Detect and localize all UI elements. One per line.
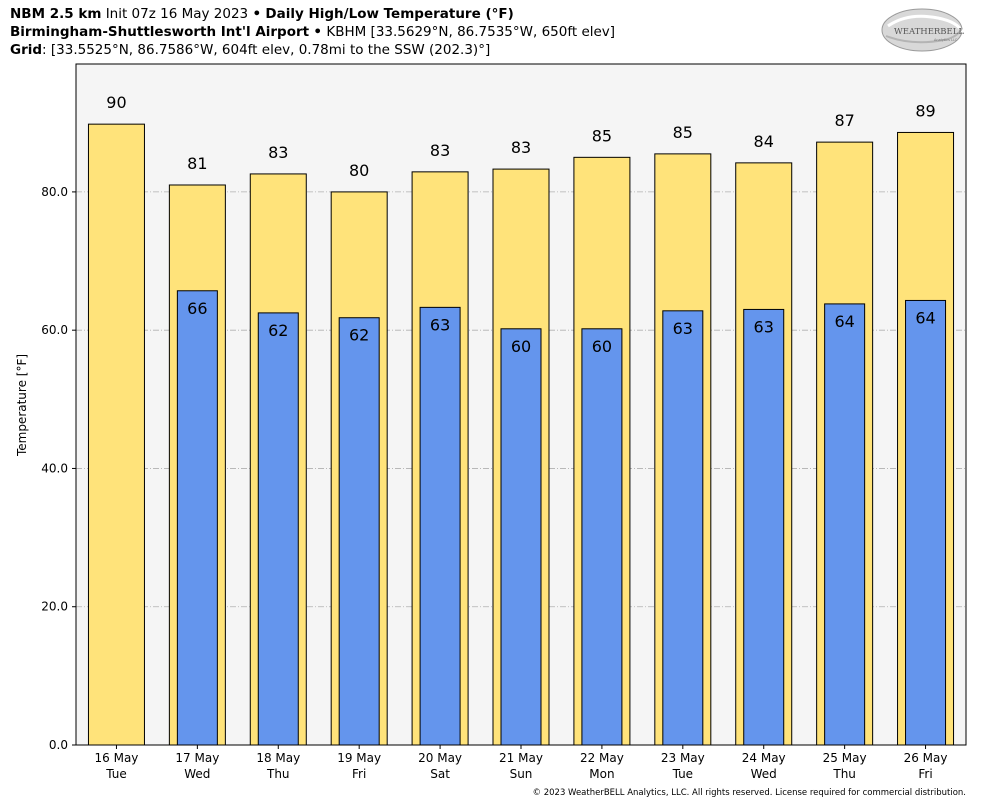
grid-label: Grid [10,42,43,58]
x-tick-day: Fri [352,767,366,781]
x-tick-day: Fri [918,767,932,781]
y-tick-label: 80.0 [41,185,68,199]
y-tick-label: 0.0 [49,738,68,752]
station-details: KBHM [33.5629°N, 86.7535°W, 650ft elev] [326,24,616,40]
x-tick-date: 16 May [95,751,139,765]
x-tick-day: Tue [672,767,694,781]
high-value-label: 89 [915,101,935,120]
model-name: NBM 2.5 km [10,6,102,22]
high-value-label: 85 [592,126,612,145]
low-value-label: 63 [754,317,774,336]
y-tick-label: 20.0 [41,600,68,614]
y-tick-label: 60.0 [41,323,68,337]
x-tick-date: 25 May [823,751,867,765]
x-tick-date: 22 May [580,751,624,765]
high-value-label: 84 [754,132,774,151]
x-tick-date: 26 May [904,751,948,765]
low-bar [338,317,380,746]
x-axis: 16 May Tue 17 May Wed 18 May Thu 19 May Fri 20 M… [95,745,948,781]
low-bar [176,290,218,746]
low-value-label: 63 [430,315,450,334]
title-line-3: Grid: [33.5525°N, 86.7586°W, 604ft elev,… [10,41,490,59]
x-tick-day: Mon [589,767,614,781]
weatherbell-logo: WEATHERBELL Analytics LLC [881,8,964,52]
x-tick-day: Thu [266,767,290,781]
low-bar [257,312,299,746]
low-value-label: 66 [187,299,207,318]
high-value-label: 87 [834,111,854,130]
x-tick-day: Thu [832,767,856,781]
low-value-label: 63 [673,319,693,338]
init-time: Init 07z 16 May 2023 [105,6,249,22]
low-bar [662,310,704,746]
x-tick-date: 17 May [175,751,219,765]
x-tick-day: Tue [105,767,127,781]
y-axis: 0.0 20.0 40.0 60.0 80.0 [41,185,76,752]
grid-details: : [33.5525°N, 86.7586°W, 604ft elev, 0.7… [42,42,491,58]
low-value-label: 60 [592,337,612,356]
high-value-label: 90 [106,93,126,112]
low-bar [419,306,461,746]
low-bar [500,328,542,746]
low-bars [176,290,947,746]
low-value-label: 62 [349,326,369,345]
x-tick-date: 20 May [418,751,462,765]
station-name: Birmingham-Shuttlesworth Int'l Airport [10,24,310,40]
title-separator: • [252,6,262,22]
high-value-label: 85 [673,123,693,142]
copyright-footer: © 2023 WeatherBELL Analytics, LLC. All r… [532,788,966,798]
x-tick-day: Wed [751,767,777,781]
low-value-label: 64 [915,308,935,327]
data-labels: 90 81 66 83 62 80 62 83 63 83 60 85 60 85 63 84 63 87 64 89… [106,93,935,356]
low-value-label: 62 [268,321,288,340]
title-line-2: Birmingham-Shuttlesworth Int'l Airport •… [10,23,615,41]
x-tick-day: Wed [184,767,210,781]
low-bar [905,299,947,746]
low-value-label: 60 [511,337,531,356]
y-axis-label: Temperature [°F] [15,354,29,457]
x-tick-date: 18 May [256,751,300,765]
x-tick-day: Sat [430,767,450,781]
logo-subtext: Analytics LLC [934,38,958,42]
station-separator: • [313,24,323,40]
low-bar [581,328,623,746]
low-value-label: 64 [834,312,854,331]
y-tick-label: 40.0 [41,461,68,475]
high-value-label: 81 [187,154,207,173]
x-tick-date: 21 May [499,751,543,765]
title-line-1: NBM 2.5 km Init 07z 16 May 2023 • Daily … [10,5,514,23]
x-tick-day: Sun [510,767,533,781]
product-name: Daily High/Low Temperature (°F) [265,6,514,22]
low-bar [824,303,866,746]
logo-text: WEATHERBELL [894,27,964,37]
x-tick-date: 19 May [337,751,381,765]
high-value-label: 80 [349,161,369,180]
x-tick-date: 24 May [742,751,786,765]
x-tick-date: 23 May [661,751,705,765]
high-value-label: 83 [268,143,288,162]
high-value-label: 83 [430,141,450,160]
high-value-label: 83 [511,138,531,157]
low-bar [743,308,785,746]
high-bar [87,123,145,746]
